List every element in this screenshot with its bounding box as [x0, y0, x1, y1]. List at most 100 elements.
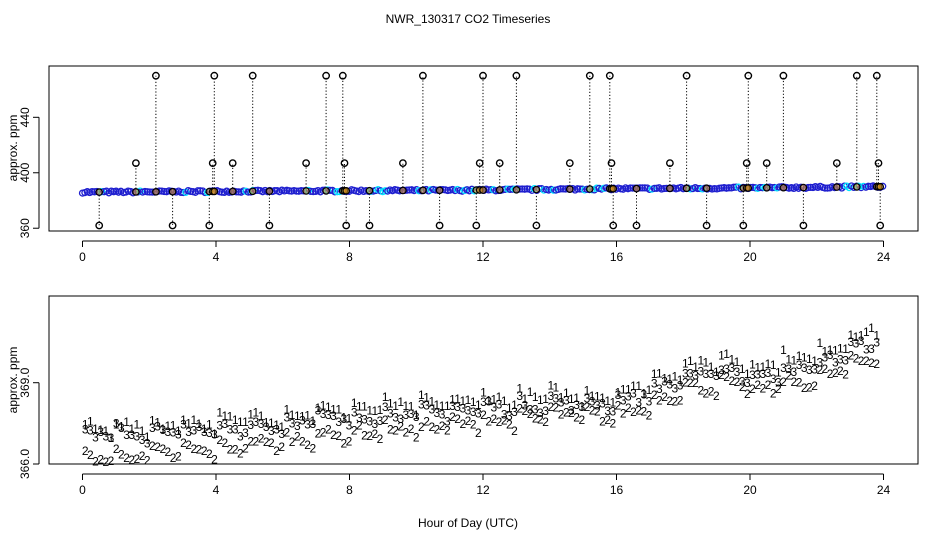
outlier-point	[205, 221, 214, 230]
series-2-point: 2	[827, 367, 834, 381]
series-3-point: 3	[392, 410, 399, 424]
series-3-point: 3	[330, 409, 337, 423]
outlier-point	[302, 159, 310, 168]
series-2-point: 2	[573, 411, 580, 425]
points-raw	[78, 71, 887, 230]
series-3-point: 3	[853, 336, 860, 350]
spike-base-point	[609, 184, 618, 193]
series-3-point: 3	[749, 368, 756, 382]
series-3-point: 3	[475, 406, 482, 420]
series-2-point: 2	[604, 413, 611, 427]
series-3-point: 3	[128, 428, 135, 442]
y-tick-label: 360	[18, 218, 32, 238]
series-3-point: 3	[791, 365, 798, 379]
series-3-point: 3	[299, 414, 306, 428]
spike-base-point	[95, 188, 104, 196]
points-smoothed: 1111111111111111111111111111111111111111…	[82, 321, 881, 469]
series-3-point: 3	[165, 425, 172, 439]
series-3-point: 3	[470, 405, 477, 419]
series-1-point: 1	[108, 431, 115, 445]
series-2-point: 2	[780, 375, 787, 389]
series-3-point: 3	[170, 426, 177, 440]
series-1-point: 1	[159, 422, 166, 436]
series-3-point: 3	[82, 423, 89, 437]
outlier-point	[338, 71, 347, 80]
series-3-point: 3	[873, 335, 880, 349]
series-1-point: 1	[325, 400, 332, 414]
outlier-point	[398, 159, 407, 168]
series-2-point: 2	[666, 394, 673, 408]
x-tick-label: 16	[610, 250, 624, 264]
outlier-point	[210, 71, 219, 80]
raw-sample-point	[292, 187, 301, 195]
series-2-point: 2	[713, 389, 720, 403]
series-2-point: 2	[563, 406, 570, 420]
series-2-point: 2	[480, 408, 487, 422]
series-2-point: 2	[734, 375, 741, 389]
series-1-point: 1	[547, 379, 554, 393]
series-1-point: 1	[123, 415, 130, 429]
spike-base-point	[152, 188, 160, 196]
spike-base-point	[512, 186, 521, 194]
series-1-point: 1	[527, 385, 534, 399]
series-2-point: 2	[806, 381, 813, 395]
series-2-point: 2	[247, 434, 254, 448]
series-1-point: 1	[625, 382, 632, 396]
series-2-point: 2	[366, 429, 373, 443]
spike-base-point	[168, 187, 177, 196]
series-3-point: 3	[159, 423, 166, 437]
series-1-point: 1	[351, 396, 358, 410]
series-2-point: 2	[335, 429, 342, 443]
series-2-point: 2	[397, 420, 404, 434]
series-1-point: 1	[304, 409, 311, 423]
series-3-point: 3	[258, 417, 265, 431]
spike-base-point	[666, 184, 674, 193]
series-1-point: 1	[765, 357, 772, 371]
series-2-point: 2	[496, 415, 503, 429]
series-3-point: 3	[382, 400, 389, 414]
series-3-point: 3	[397, 412, 404, 426]
series-3-point: 3	[708, 367, 715, 381]
series-1-point: 1	[573, 391, 580, 405]
series-1-point: 1	[263, 415, 270, 429]
series-3-point: 3	[822, 351, 829, 365]
series-3-point: 3	[785, 362, 792, 376]
series-2-point: 2	[103, 455, 110, 469]
x-tick-label: 24	[877, 483, 891, 497]
spike-base-point	[779, 183, 788, 192]
series-2-point: 2	[770, 386, 777, 400]
x-tick-label: 12	[476, 250, 490, 264]
series-1-point: 1	[506, 401, 513, 415]
series-3-point: 3	[408, 407, 415, 421]
series-2-point: 2	[221, 436, 228, 450]
series-1-point: 1	[444, 399, 451, 413]
outlier-point	[565, 159, 574, 168]
series-2-point: 2	[620, 406, 627, 420]
series-1-point: 1	[584, 384, 591, 398]
series-2-point: 2	[175, 450, 182, 464]
series-3-point: 3	[154, 420, 161, 434]
series-2-point: 2	[284, 426, 291, 440]
raw-sample-point	[806, 183, 815, 192]
series-2-point: 2	[299, 435, 306, 449]
spike-base-point	[682, 184, 691, 193]
series-1-point: 1	[822, 345, 829, 359]
series-2-point: 2	[423, 414, 430, 428]
raw-sample-point	[730, 183, 738, 191]
series-2-point: 2	[728, 374, 735, 388]
series-2-point: 2	[159, 442, 166, 456]
series-3-point: 3	[211, 427, 218, 441]
series-1-point: 1	[82, 418, 89, 432]
series-2-point: 2	[578, 413, 585, 427]
series-1-point: 1	[744, 367, 751, 381]
series-2-point: 2	[97, 453, 104, 467]
series-2-point: 2	[134, 452, 141, 466]
series-2-point: 2	[641, 404, 648, 418]
series-2-point: 2	[739, 380, 746, 394]
raw-sample-point	[487, 185, 495, 194]
series-1-point: 1	[289, 408, 296, 422]
series-2-point: 2	[589, 404, 596, 418]
series-2-point: 2	[128, 453, 135, 467]
outlier-point	[799, 221, 808, 230]
spike-base-point	[435, 186, 444, 195]
